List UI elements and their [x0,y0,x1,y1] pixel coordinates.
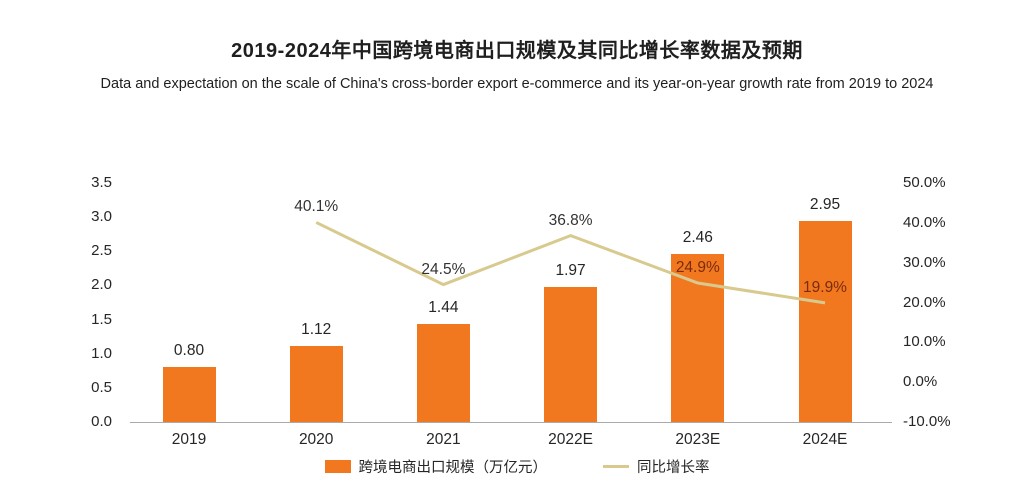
x-axis-label-2022E: 2022E [548,431,593,448]
legend-item-line: 同比增长率 [603,456,710,477]
x-axis-label-2024E: 2024E [802,431,848,448]
legend-item-bar: 跨境电商出口规模（万亿元） [324,456,548,477]
bar-2019 [162,367,216,422]
line-legend-swatch-icon [603,465,629,468]
x-axis-label-2023E: 2023E [675,431,721,448]
growth-point-label-2024E: 19.9% [803,278,847,296]
x-axis-line [130,422,892,423]
y-left-tick: 0.0 [91,413,112,430]
bar-value-label-2019: 0.80 [173,342,205,360]
growth-point-label-2021: 24.5% [421,260,466,278]
y-right-tick: 30.0% [903,253,946,271]
y-left-tick: 0.5 [91,378,112,396]
bar-2020 [289,345,343,422]
y-left-tick: 1.5 [91,310,112,328]
bar-2022E [544,287,598,422]
chart-subtitle: Data and expectation on the scale of Chi… [100,76,934,92]
x-axis-label-2021: 2021 [426,431,461,448]
bar-2024E [798,220,852,422]
bar-legend-label: 跨境电商出口规模（万亿元） [358,460,548,476]
bar-value-label-2023E: 2.46 [682,229,713,247]
y-right-tick: 40.0% [903,213,946,231]
y-right-tick: 0.0% [903,373,938,391]
bar-value-label-2024E: 2.95 [809,195,841,213]
y-left-tick: 1.0 [91,344,112,362]
growth-point-label-2023E: 24.9% [675,258,720,276]
y-right-tick: -10.0% [903,413,951,430]
x-axis-label-2020: 2020 [298,431,334,448]
bar-value-label-2021: 1.44 [428,298,459,316]
bar-legend-swatch-icon [324,460,351,473]
growth-point-label-2022E: 36.8% [548,211,593,229]
bar-2021 [416,323,470,422]
legend: 跨境电商出口规模（万亿元） 同比增长率 [0,456,1034,477]
y-left-tick: 2.5 [91,242,112,260]
bar-2023E [671,254,725,422]
x-axis-label-2019: 2019 [171,431,207,448]
y-right-tick: 10.0% [903,333,946,351]
y-right-tick: 50.0% [903,174,946,191]
y-left-tick: 3.5 [91,174,112,191]
growth-point-label-2020: 40.1% [294,198,339,216]
chart-title: 2019-2024年中国跨境电商出口规模及其同比增长率数据及预期 [231,40,803,62]
y-left-tick: 3.0 [91,208,112,226]
line-legend-label: 同比增长率 [637,460,710,476]
y-left-tick: 2.0 [91,276,112,294]
bar-value-label-2020: 1.12 [301,320,332,338]
bar-value-label-2022E: 1.97 [555,262,586,280]
y-right-tick: 20.0% [903,293,946,311]
